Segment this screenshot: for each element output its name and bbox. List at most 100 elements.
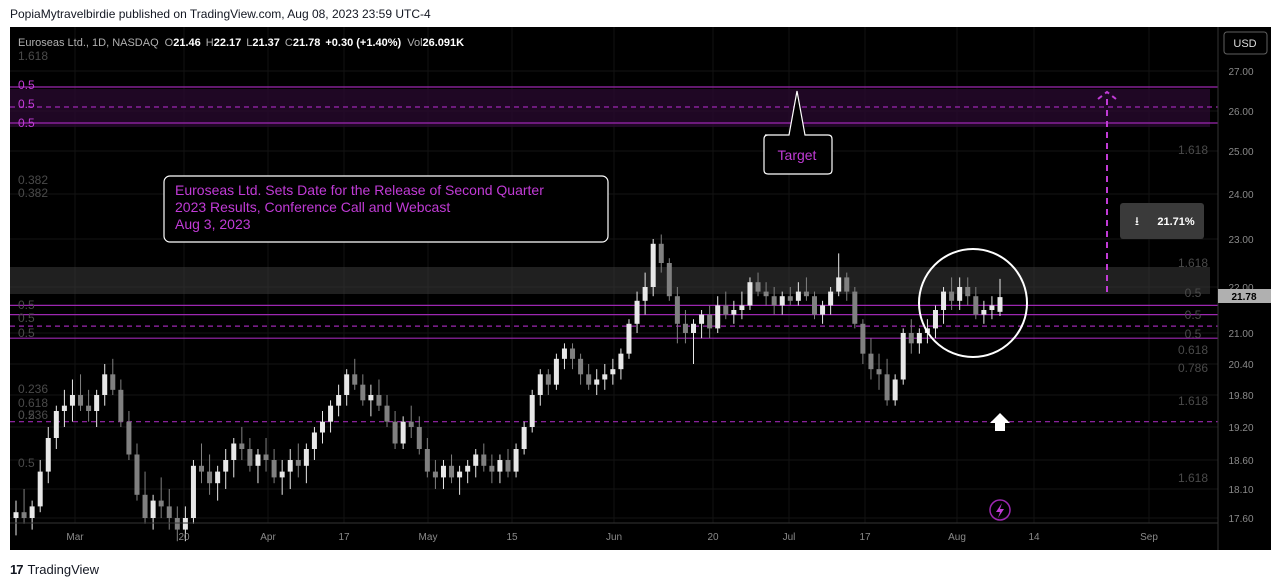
candle-body (385, 406, 390, 422)
candle-body (425, 449, 430, 472)
candle-body (659, 244, 664, 263)
candle-body (917, 333, 922, 343)
x-tick-label: Apr (260, 532, 276, 543)
candle-body (94, 395, 99, 411)
candle-body (828, 292, 833, 306)
candle-body (796, 292, 801, 301)
candle-body (981, 310, 986, 315)
candle-body (393, 422, 398, 444)
time-axis-labels: Mar20Apr17May15Jun20Jul17Aug14Sep (66, 532, 1158, 543)
footer-brand[interactable]: TradingView (27, 562, 99, 577)
candle-body (602, 374, 607, 379)
candle-body (231, 444, 236, 461)
fib-label-right: 0.5 (1185, 286, 1202, 300)
news-callout[interactable]: Euroseas Ltd. Sets Date for the Release … (164, 176, 608, 242)
up-arrow-icon (990, 413, 1010, 431)
fib-label-left: 0.5 (18, 97, 35, 111)
fib-label-right: 0.5 (1185, 327, 1202, 341)
last-price-tag: 21.78 (1218, 289, 1271, 303)
candle-body (610, 369, 615, 374)
candle-body (280, 472, 285, 478)
tradingview-logo-icon[interactable]: 17 (10, 562, 22, 577)
candle-body (635, 301, 640, 324)
y-tick-label: 27.00 (1228, 67, 1253, 78)
candle-body (167, 506, 172, 518)
candle-body (594, 380, 599, 385)
candle-body (804, 292, 809, 297)
lightning-icon[interactable] (990, 500, 1010, 520)
y-tick-label: 18.10 (1228, 485, 1253, 496)
x-tick-label: Jun (606, 532, 622, 543)
fib-label-left: 0.5 (18, 408, 35, 422)
candle-body (336, 395, 341, 406)
candle-body (586, 374, 591, 384)
candle-body (989, 305, 994, 310)
fib-label-right: 0.5 (1185, 308, 1202, 322)
fib-label-right: 1.618 (1178, 256, 1208, 270)
fib-label-left: 1.618 (18, 49, 48, 63)
last-price-value: 21.78 (1231, 292, 1256, 303)
candle-body (264, 455, 269, 461)
y-tick-label: 19.20 (1228, 423, 1253, 434)
candle-body (417, 427, 422, 449)
fib-label-left: 0.382 (18, 186, 48, 200)
fib-label-left: 0.5 (18, 311, 35, 325)
candle-body (860, 324, 865, 354)
publisher-caption: PopiaMytravelbirdie published on Trading… (10, 7, 431, 21)
candle-body (844, 277, 849, 291)
candle-body (756, 282, 761, 291)
candle-body (683, 324, 688, 333)
fib-label-left: 0.5 (18, 116, 35, 130)
candle-body (578, 359, 583, 375)
candle-body (118, 390, 123, 422)
candle-body (723, 305, 728, 314)
candle-body (546, 374, 551, 384)
candle-body (344, 374, 349, 395)
candle-body (941, 292, 946, 310)
candle-body (46, 438, 51, 472)
candle-body (134, 455, 139, 495)
candle-body (998, 297, 1003, 312)
candle-body (522, 427, 527, 449)
candle-body (151, 501, 156, 518)
candle-body (772, 296, 777, 305)
candle-body (352, 374, 357, 384)
fib-label-right: 1.618 (1178, 143, 1208, 157)
candle-body (328, 406, 333, 422)
y-tick-label: 24.00 (1228, 190, 1253, 201)
candle-body (441, 466, 446, 478)
candle-body (667, 263, 672, 296)
chart-frame[interactable]: 1.6180.50.50.50.3820.3820.50.50.50.2360.… (10, 27, 1271, 550)
fib-label-left: 0.382 (18, 173, 48, 187)
fib-label-left: 0.5 (18, 298, 35, 312)
candle-body (747, 282, 752, 305)
candle-body (78, 395, 83, 406)
x-tick-label: Sep (1140, 532, 1158, 543)
currency-button[interactable]: USD (1224, 32, 1267, 54)
resistance-zone (10, 267, 1210, 294)
news-line-3: Aug 3, 2023 (175, 216, 251, 232)
candle-body (304, 449, 309, 466)
candle-body (376, 395, 381, 406)
candle-body (506, 460, 511, 472)
y-tick-label: 18.60 (1228, 456, 1253, 467)
candle-body (296, 460, 301, 466)
candle-body (514, 449, 519, 472)
candle-body (38, 472, 43, 507)
candle-body (626, 324, 631, 354)
candle-body (731, 310, 736, 315)
candle-body (901, 333, 906, 380)
x-tick-label: Aug (948, 532, 966, 543)
candlestick-chart[interactable]: 1.6180.50.50.50.3820.3820.50.50.50.2360.… (10, 27, 1271, 550)
candle-body (457, 472, 462, 478)
candle-body (449, 466, 454, 478)
y-tick-label: 20.40 (1228, 360, 1253, 371)
candle-body (62, 406, 67, 411)
candle-body (368, 395, 373, 400)
candle-body (433, 472, 438, 478)
candle-body (812, 296, 817, 314)
candle-body (22, 512, 27, 518)
fib-label-right: 1.618 (1178, 394, 1208, 408)
candle-body (465, 466, 470, 472)
y-tick-label: 23.00 (1228, 235, 1253, 246)
